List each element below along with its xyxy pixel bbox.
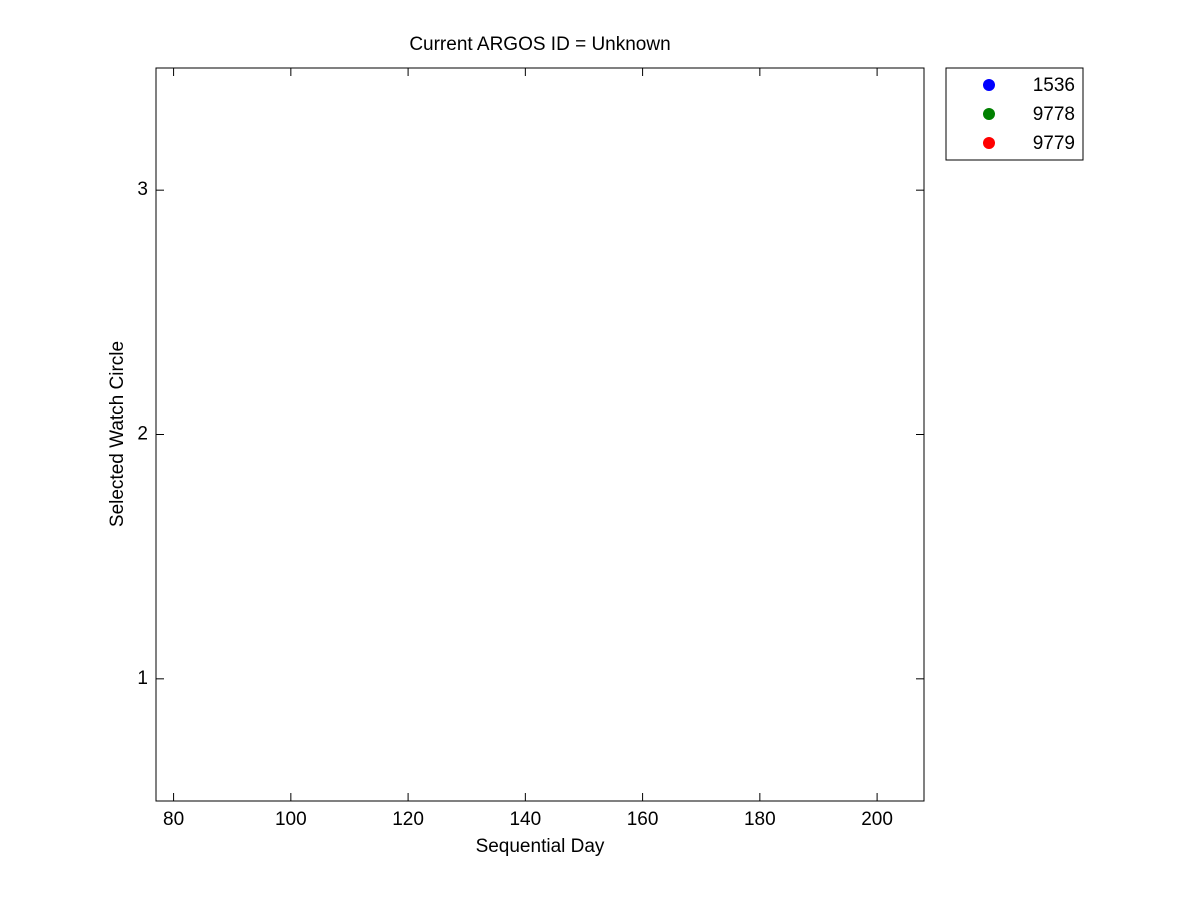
x-tick-label: 140 (509, 809, 541, 830)
x-tick-label: 80 (163, 809, 184, 830)
x-tick-label: 180 (744, 809, 776, 830)
x-tick-label: 100 (275, 809, 307, 830)
legend-marker (983, 79, 995, 91)
x-axis-label: Sequential Day (476, 836, 605, 857)
legend (945, 67, 1084, 161)
chart-title: Current ARGOS ID = Unknown (409, 34, 670, 55)
x-tick-label: 120 (392, 809, 424, 830)
x-tick-label: 160 (627, 809, 659, 830)
x-tick-label: 200 (861, 809, 893, 830)
legend-label: 9779 (1033, 133, 1075, 154)
y-tick-label: 2 (137, 424, 148, 445)
legend-marker (983, 137, 995, 149)
legend-marker (983, 108, 995, 120)
legend-label: 1536 (1033, 75, 1075, 96)
y-tick-label: 1 (137, 668, 148, 689)
legend-label: 9778 (1033, 104, 1075, 125)
y-tick-label: 3 (137, 179, 148, 200)
plot-area (155, 67, 925, 802)
y-axis-label: Selected Watch Circle (107, 341, 128, 527)
